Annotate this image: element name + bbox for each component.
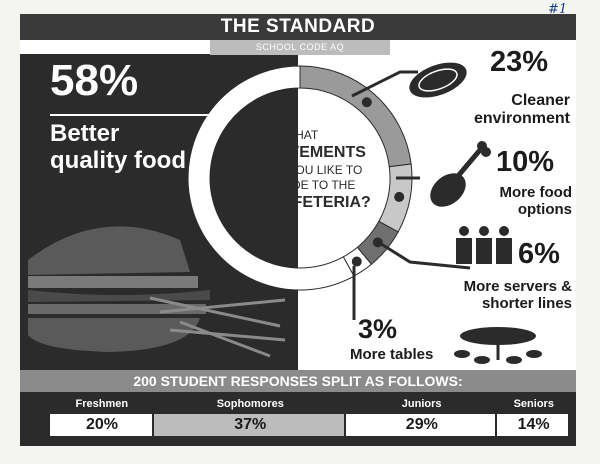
drumstick-icon: [430, 141, 491, 207]
class-name-label: Seniors: [513, 398, 554, 410]
leader-dot: [394, 191, 405, 202]
responses-title: 200 STUDENT RESPONSES SPLIT AS FOLLOWS:: [20, 370, 576, 392]
plate-icon: [409, 62, 467, 98]
pie-slice-label: More tables: [350, 346, 434, 363]
class-value-label: 14%: [517, 416, 550, 433]
question-line-3: WOULD YOU LIKE TO: [239, 163, 363, 177]
hamburger-icon: [28, 226, 286, 358]
class-name-label: Sophomores: [216, 398, 284, 410]
survey-question: WHAT IMPROVEMENTS WOULD YOU LIKE TO SEE …: [226, 128, 376, 213]
class-bar: [346, 414, 496, 436]
class-bar: [497, 414, 568, 436]
food-panel: [20, 54, 298, 370]
class-split-chart: Freshmen 20% Sophomores 37% Juniors 29% Senior…: [20, 392, 576, 446]
table-icon: [454, 327, 542, 364]
pie-slice-label: Cleaner environment: [473, 92, 570, 127]
class-bar: [50, 414, 152, 436]
header-title: THE STANDARD: [20, 14, 576, 40]
servers-icon: [456, 226, 512, 264]
pie-value-label: 23%: [490, 46, 549, 78]
leader-line: [377, 240, 471, 270]
leader-dot: [361, 97, 372, 108]
corner-note: #1: [548, 2, 568, 17]
question-line-5: AHS CAFETERIA?: [231, 194, 371, 211]
leader-line: [351, 70, 418, 98]
class-value-label: 29%: [405, 416, 438, 433]
pie-slice-label: More servers & shorter lines: [463, 278, 572, 312]
class-value-label: 37%: [234, 416, 267, 433]
pie-value-label: 3%: [358, 314, 398, 344]
question-line-2: IMPROVEMENTS: [236, 144, 366, 161]
leader-dot: [351, 256, 362, 267]
pie-slice-label: Better quality food: [50, 120, 186, 174]
leader-lines: [50, 70, 471, 320]
school-code: SCHOOL CODE AQ: [210, 40, 390, 55]
donut-slice: [187, 65, 355, 291]
pie-value-label: 10%: [496, 146, 555, 178]
class-name-label: Juniors: [401, 398, 442, 410]
class-value-label: 20%: [86, 416, 119, 433]
question-line-4: SEE MADE TO THE: [246, 178, 356, 192]
pie-value-label: 6%: [518, 238, 560, 270]
pie-slice-label: More food options: [499, 184, 573, 218]
class-name-label: Freshmen: [75, 398, 129, 410]
pie-value-label: 58%: [50, 56, 139, 105]
class-bar: [154, 414, 345, 436]
question-line-1: WHAT: [283, 128, 319, 142]
